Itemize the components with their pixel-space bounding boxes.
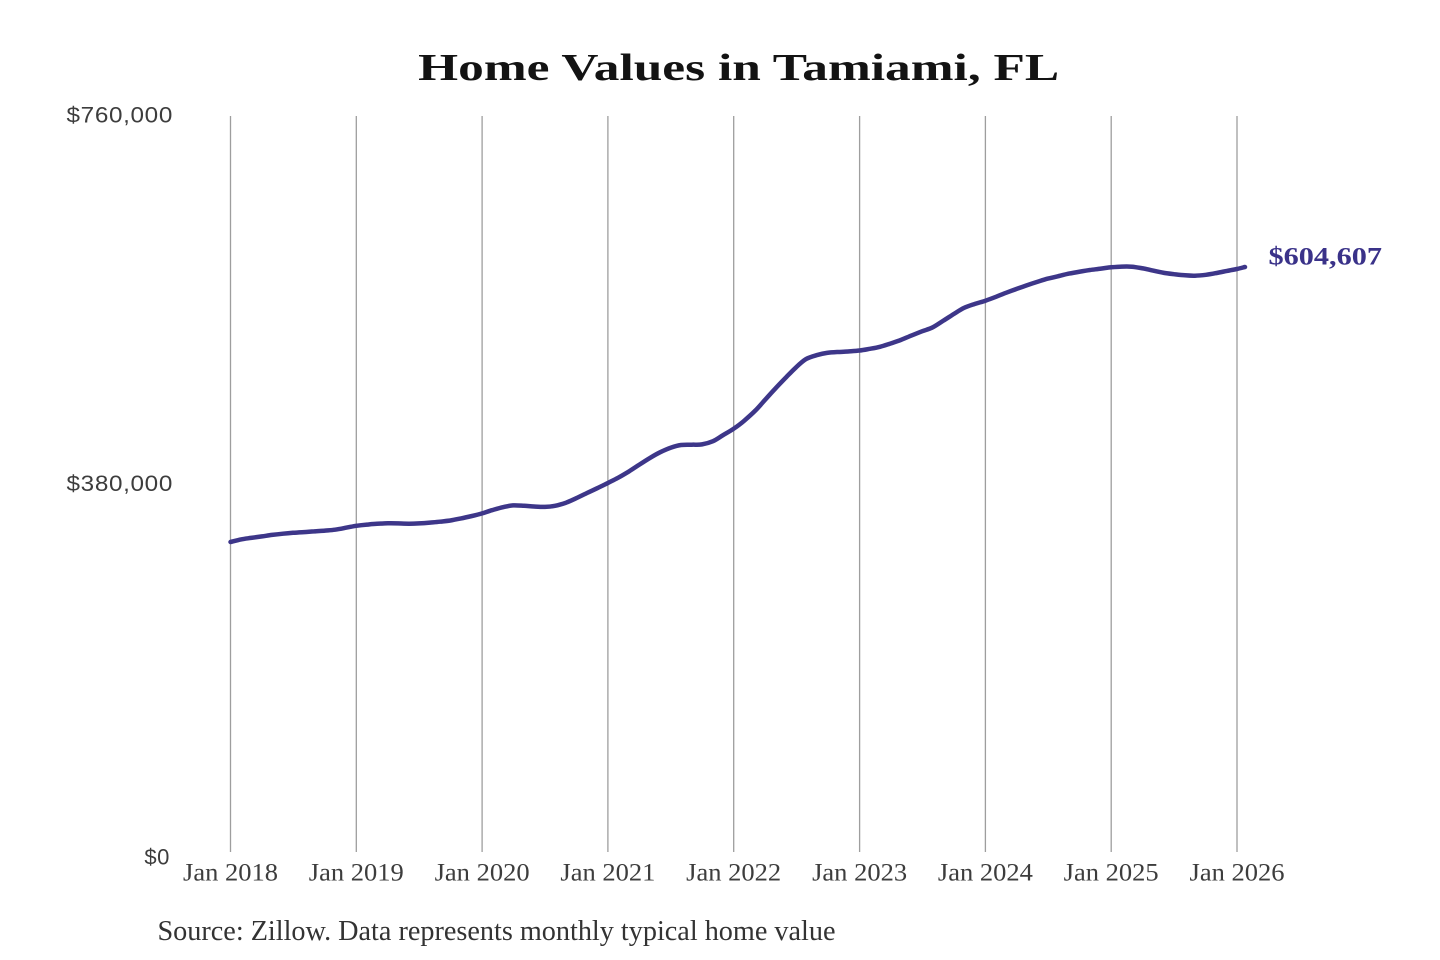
svg-text:$0: $0 <box>144 845 170 870</box>
svg-text:Jan 2018: Jan 2018 <box>183 860 278 887</box>
svg-text:Home Values in Tamiami, FL: Home Values in Tamiami, FL <box>418 47 1059 89</box>
svg-text:$604,607: $604,607 <box>1269 242 1383 271</box>
svg-text:Jan 2025: Jan 2025 <box>1064 860 1159 887</box>
svg-text:$760,000: $760,000 <box>67 103 174 128</box>
svg-text:Jan 2023: Jan 2023 <box>812 860 907 887</box>
svg-text:$380,000: $380,000 <box>67 471 174 496</box>
svg-text:Jan 2024: Jan 2024 <box>938 860 1034 887</box>
svg-text:Jan 2019: Jan 2019 <box>309 860 404 887</box>
svg-text:Jan 2026: Jan 2026 <box>1190 860 1285 887</box>
svg-text:Jan 2022: Jan 2022 <box>686 860 781 887</box>
svg-text:Jan 2021: Jan 2021 <box>560 860 655 887</box>
svg-text:Jan 2020: Jan 2020 <box>435 860 530 887</box>
svg-text:Source: Zillow. Data represent: Source: Zillow. Data represents monthly … <box>158 916 836 947</box>
